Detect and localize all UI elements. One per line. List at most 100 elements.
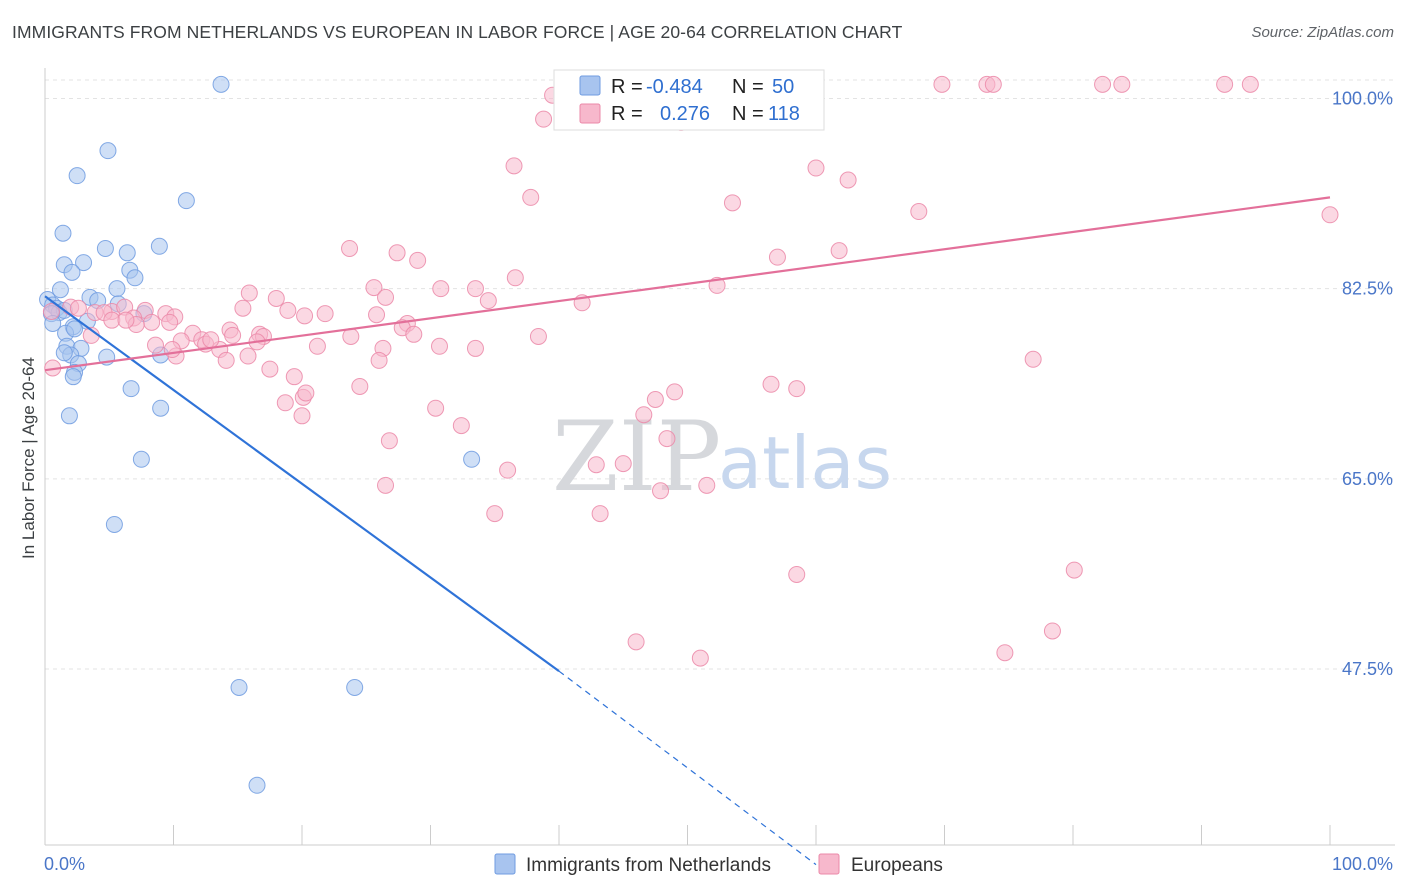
europeans-point-20 xyxy=(807,159,825,177)
europeans-point-42 xyxy=(279,301,297,319)
legend-swatch-netherlands xyxy=(579,75,601,96)
europeans-point-79 xyxy=(430,337,448,355)
grid-lines xyxy=(45,79,1395,670)
bottom-legend-swatch-netherlands xyxy=(494,853,516,875)
europeans-point-96 xyxy=(646,391,664,409)
netherlands-point-38 xyxy=(64,368,82,386)
legend-n-value-netherlands: 50 xyxy=(772,76,794,98)
netherlands-point-6 xyxy=(150,237,168,255)
europeans-point-119 xyxy=(996,644,1014,662)
europeans-point-111 xyxy=(486,505,504,523)
trend-lines xyxy=(44,196,1331,866)
europeans-point-32 xyxy=(365,279,383,297)
series-netherlands xyxy=(39,75,481,794)
europeans-point-31 xyxy=(506,269,524,287)
europeans-point-74 xyxy=(308,337,326,355)
netherlands-point-29 xyxy=(66,320,84,338)
europeans-point-43 xyxy=(368,306,386,324)
series-europeans xyxy=(42,75,1339,667)
europeans-point-106 xyxy=(452,417,470,435)
y-tick-labels: 47.5% 65.0% 82.5% 100.0% xyxy=(1332,89,1393,680)
europeans-point-107 xyxy=(427,399,445,417)
legend-n-label: N = xyxy=(732,76,764,98)
bottom-legend-swatch-europeans xyxy=(818,853,840,875)
europeans-point-68 xyxy=(161,313,179,331)
bottom-legend-label-europeans: Europeans xyxy=(851,855,943,876)
europeans-point-53 xyxy=(405,325,423,343)
europeans-point-70 xyxy=(224,326,242,344)
europeans-point-101 xyxy=(635,406,653,424)
trendline-1 xyxy=(44,196,1331,372)
netherlands-point-44 xyxy=(105,515,123,533)
netherlands-point-45 xyxy=(230,678,248,696)
europeans-point-91 xyxy=(285,368,303,386)
netherlands-point-0 xyxy=(212,75,230,93)
netherlands-point-10 xyxy=(63,263,81,281)
europeans-point-109 xyxy=(377,476,395,494)
europeans-point-120 xyxy=(1024,350,1042,368)
europeans-point-82 xyxy=(239,347,257,365)
europeans-point-21 xyxy=(839,171,857,189)
europeans-point-28 xyxy=(768,248,786,266)
europeans-point-67 xyxy=(117,311,135,329)
europeans-point-14 xyxy=(1241,75,1259,93)
europeans-point-104 xyxy=(587,456,605,474)
europeans-point-22 xyxy=(522,188,540,206)
europeans-point-24 xyxy=(910,203,928,221)
netherlands-point-12 xyxy=(126,269,144,287)
netherlands-point-41 xyxy=(60,407,78,425)
europeans-point-118 xyxy=(1065,561,1083,579)
europeans-point-78 xyxy=(202,331,220,349)
europeans-point-116 xyxy=(788,565,806,583)
netherlands-point-14 xyxy=(51,281,69,299)
europeans-point-85 xyxy=(217,351,235,369)
europeans-point-76 xyxy=(147,336,165,354)
europeans-point-102 xyxy=(614,455,632,473)
legend-r-value-netherlands: -0.484 xyxy=(646,76,703,98)
europeans-point-100 xyxy=(293,407,311,425)
netherlands-point-8 xyxy=(75,254,93,272)
europeans-point-34 xyxy=(466,280,484,298)
europeans-point-99 xyxy=(297,384,315,402)
netherlands-point-47 xyxy=(248,776,266,794)
legend-swatch-europeans xyxy=(579,103,601,124)
europeans-point-113 xyxy=(652,482,670,500)
europeans-point-108 xyxy=(499,461,517,479)
europeans-point-65 xyxy=(143,313,161,331)
europeans-point-33 xyxy=(432,280,450,298)
y-tick-label-1: 65.0% xyxy=(1342,469,1393,489)
europeans-point-97 xyxy=(276,394,294,412)
x-tick-label-0: 0.0% xyxy=(44,854,85,874)
europeans-point-81 xyxy=(466,339,484,357)
y-tick-label-3: 100.0% xyxy=(1332,89,1393,109)
y-axis-title: In Labor Force | Age 20-64 xyxy=(19,357,38,559)
europeans-point-58 xyxy=(69,299,87,317)
europeans-point-41 xyxy=(234,299,252,317)
europeans-point-95 xyxy=(666,383,684,401)
europeans-point-10 xyxy=(984,75,1002,93)
source-label: Source: ZipAtlas.com xyxy=(1251,24,1394,41)
europeans-point-38 xyxy=(377,288,395,306)
europeans-point-27 xyxy=(388,244,406,262)
europeans-point-63 xyxy=(103,311,121,329)
x-tick-labels: 0.0% 100.0% xyxy=(44,854,1393,874)
europeans-point-19 xyxy=(505,157,523,175)
y-tick-label-2: 82.5% xyxy=(1342,279,1393,299)
watermark-atlas: atlas xyxy=(718,421,892,505)
watermark-zip: ZIP xyxy=(552,401,721,513)
y-tick-label-0: 47.5% xyxy=(1342,659,1393,679)
netherlands-point-33 xyxy=(55,344,73,362)
europeans-point-115 xyxy=(691,649,709,667)
europeans-point-17 xyxy=(535,110,553,128)
europeans-point-46 xyxy=(296,307,314,325)
legend-n-value-europeans: 118 xyxy=(768,103,800,125)
europeans-point-12 xyxy=(1113,75,1131,93)
europeans-point-25 xyxy=(1321,206,1339,224)
europeans-point-23 xyxy=(723,194,741,212)
legend-r-value-europeans: 0.276 xyxy=(660,103,710,125)
europeans-point-11 xyxy=(1094,75,1112,93)
netherlands-point-13 xyxy=(108,280,126,298)
trendline-dashed-0 xyxy=(558,670,817,866)
netherlands-point-39 xyxy=(122,380,140,398)
